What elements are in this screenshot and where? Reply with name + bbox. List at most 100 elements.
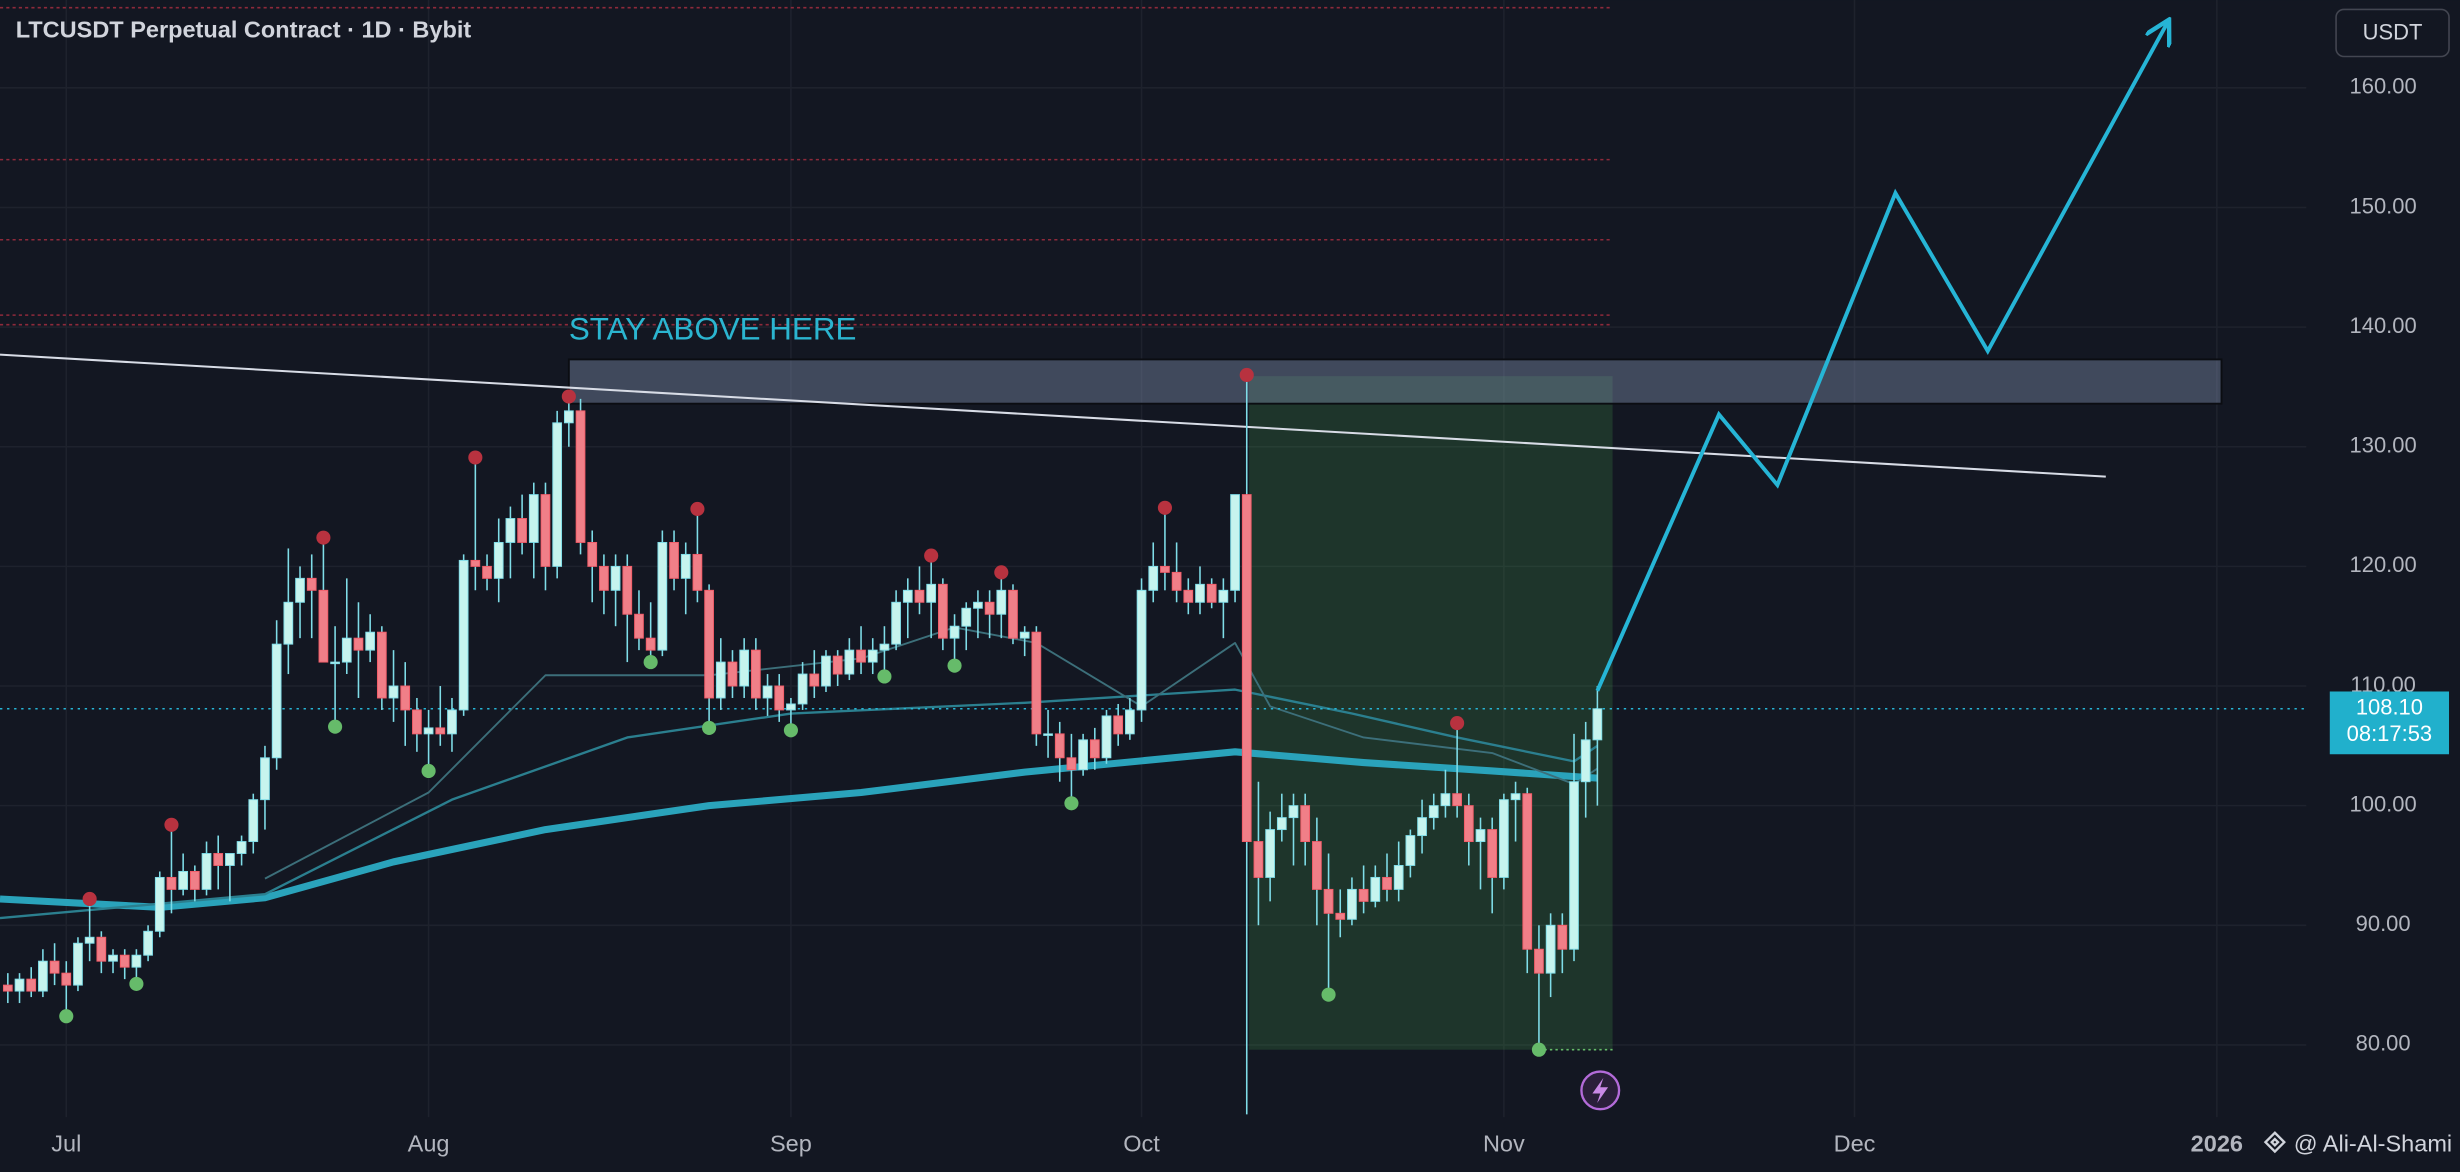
candle-body	[1136, 589, 1147, 711]
candle-body	[447, 709, 457, 735]
candle-body	[189, 870, 200, 890]
candle-body	[832, 655, 843, 675]
candle-body	[1335, 912, 1346, 920]
candle-body	[599, 565, 609, 591]
brand-icon	[2263, 1131, 2286, 1154]
candle-body	[786, 703, 796, 711]
candle-body	[914, 589, 925, 603]
candle-body	[365, 631, 376, 651]
pivot-low	[947, 658, 962, 673]
candle-body	[1417, 817, 1427, 837]
candle-body	[119, 954, 130, 968]
alert-icon[interactable]	[1580, 1070, 1621, 1111]
candle-body	[1183, 589, 1194, 603]
y-tick-label: 140.00	[2350, 313, 2417, 338]
candle-body	[1113, 715, 1124, 735]
candle-body	[388, 685, 399, 699]
pivot-high	[468, 450, 483, 465]
candle-body	[1382, 876, 1392, 890]
candle-body	[353, 637, 364, 651]
candle-body	[844, 649, 855, 675]
moving-average	[0, 688, 1599, 920]
candle-body	[1206, 583, 1217, 603]
candle-body	[482, 565, 492, 579]
candle-body	[1347, 888, 1357, 920]
candle-body	[1545, 924, 1556, 974]
pivot-high	[164, 817, 179, 832]
candle-body	[739, 649, 750, 687]
candle-body	[774, 685, 785, 711]
candle-body	[1171, 571, 1182, 591]
candle-body	[961, 607, 972, 627]
candle-body	[1534, 948, 1544, 974]
support-zone	[567, 358, 2223, 405]
candle-body	[458, 559, 469, 711]
pivot-high	[1239, 367, 1254, 383]
pivot-low	[59, 1009, 74, 1024]
candle-body	[949, 625, 960, 639]
candle-body	[1019, 631, 1030, 639]
candle-body	[1393, 865, 1404, 890]
pivot-high	[924, 548, 939, 563]
candle-body	[61, 972, 72, 986]
x-tick-label: Aug	[408, 1131, 450, 1157]
candle-body	[902, 589, 913, 603]
candle-body	[423, 727, 434, 735]
annotation: STAY ABOVE HERE	[569, 311, 857, 346]
candle-body	[984, 601, 995, 615]
candle-body	[14, 978, 25, 992]
candle-body	[1358, 888, 1369, 902]
candle-body	[1195, 583, 1205, 603]
x-tick-label: Dec	[1834, 1131, 1876, 1157]
y-tick-label: 90.00	[2356, 911, 2411, 936]
candle-body	[1160, 565, 1170, 573]
candle-body	[201, 853, 212, 890]
candle-body	[376, 631, 387, 699]
pivot-low	[328, 719, 343, 734]
pivot-high	[316, 530, 331, 545]
y-tick-label: 80.00	[2356, 1031, 2411, 1056]
candle-body	[73, 942, 83, 986]
candle-body	[470, 559, 481, 567]
candle-body	[108, 954, 118, 962]
candle-body	[1463, 805, 1474, 843]
pivot-low	[1064, 796, 1079, 811]
candle-body	[1312, 841, 1322, 890]
candle-body	[271, 643, 282, 759]
candle-body	[645, 637, 656, 651]
candle-body	[38, 960, 48, 992]
candle-body	[154, 876, 165, 932]
candle-body	[400, 685, 411, 711]
candle-body	[1078, 739, 1088, 771]
candle-body	[517, 518, 527, 543]
candle-body	[505, 518, 516, 543]
candle-body	[26, 978, 37, 992]
candle-body	[1510, 793, 1521, 801]
candle-body	[2, 984, 13, 992]
candle-body	[1148, 565, 1159, 591]
moving-average	[264, 626, 1598, 880]
x-tick-label: Sep	[770, 1131, 812, 1157]
candle-body	[1230, 494, 1240, 591]
currency-label[interactable]: USDT	[2363, 20, 2423, 45]
candle-body	[973, 601, 983, 609]
candle-body	[657, 541, 668, 651]
candle-body	[750, 649, 761, 699]
candle-body	[1031, 631, 1042, 735]
y-tick-label: 150.00	[2350, 193, 2417, 218]
pivot-high	[994, 565, 1009, 580]
candle-body	[727, 661, 738, 687]
currency-button[interactable]	[2335, 8, 2450, 58]
x-tick-label: Oct	[1123, 1131, 1160, 1157]
pivot-low	[702, 720, 717, 735]
pivot-high	[1450, 716, 1465, 731]
candle-body	[166, 876, 177, 890]
candle-body	[1405, 835, 1416, 866]
candle-body	[1522, 793, 1533, 950]
candle-body	[283, 601, 294, 645]
candle-body	[1218, 589, 1229, 603]
candle-body	[236, 841, 247, 854]
candle-body	[248, 799, 259, 843]
candle-body	[692, 553, 703, 591]
